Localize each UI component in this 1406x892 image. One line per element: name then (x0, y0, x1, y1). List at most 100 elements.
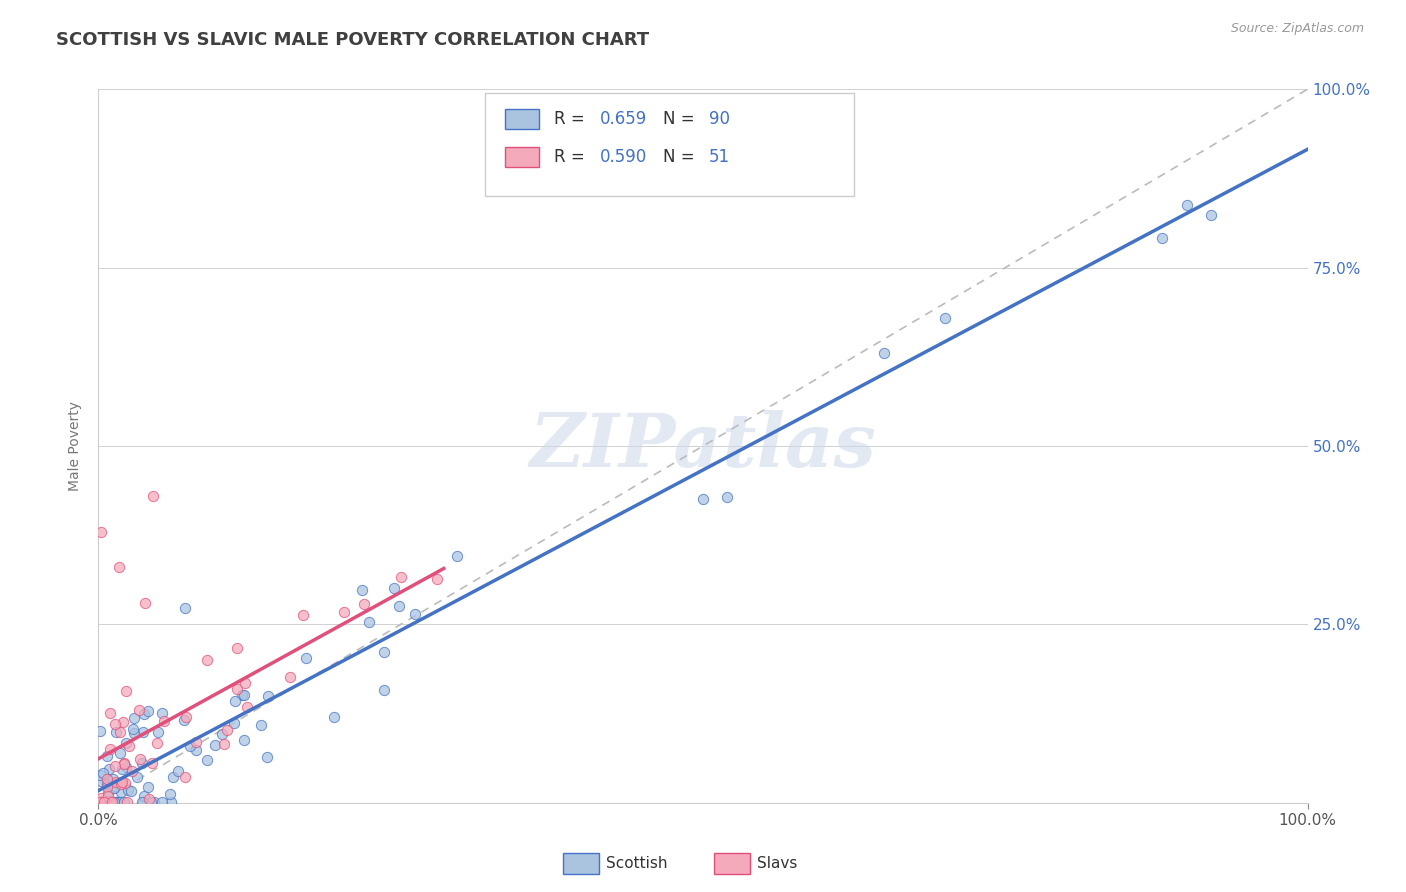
Point (217, 723, 239, 737)
Point (96, 772, 118, 786)
Point (373, 683, 395, 698)
Point (373, 645, 395, 659)
FancyBboxPatch shape (505, 147, 538, 167)
Point (333, 606, 356, 620)
Point (159, 787, 181, 801)
Point (1152, 231, 1174, 245)
Point (110, 725, 132, 739)
Point (100, 795, 122, 809)
Point (1199, 208, 1222, 222)
FancyBboxPatch shape (505, 109, 538, 129)
Point (150, 795, 173, 809)
Text: 0.590: 0.590 (600, 148, 648, 166)
Point (359, 615, 381, 630)
Point (90, 774, 112, 789)
Point (235, 675, 257, 690)
Point (90, 524, 112, 539)
Point (114, 736, 136, 750)
Point (139, 795, 162, 809)
Point (153, 714, 176, 729)
Point (173, 713, 195, 727)
Point (110, 777, 132, 791)
Point (94, 795, 117, 809)
Point (122, 722, 145, 736)
Point (256, 749, 278, 764)
Point (103, 781, 125, 796)
Point (122, 711, 145, 725)
Point (231, 688, 253, 702)
Point (103, 795, 125, 809)
Point (162, 770, 184, 784)
Point (128, 752, 150, 766)
Point (292, 608, 315, 623)
Point (179, 739, 201, 754)
Point (121, 784, 143, 798)
Point (90, 795, 112, 809)
FancyBboxPatch shape (485, 93, 855, 196)
Point (136, 704, 159, 718)
Point (104, 795, 127, 809)
Point (184, 734, 207, 748)
Point (97, 795, 120, 809)
Point (173, 601, 195, 615)
Point (96, 772, 118, 787)
Point (93, 795, 115, 809)
Text: Slavs: Slavs (758, 856, 797, 871)
Point (90, 795, 112, 809)
Point (105, 795, 128, 809)
Point (111, 762, 134, 776)
Point (90, 795, 112, 809)
Point (110, 785, 132, 799)
Point (350, 583, 373, 598)
Point (322, 710, 344, 724)
Point (90, 791, 112, 805)
Point (233, 733, 256, 747)
Point (388, 599, 411, 613)
Text: Source: ZipAtlas.com: Source: ZipAtlas.com (1230, 22, 1364, 36)
Text: N =: N = (664, 148, 700, 166)
Point (118, 739, 141, 753)
Point (382, 581, 405, 595)
Point (91, 766, 114, 780)
Point (96, 780, 118, 794)
Point (98, 762, 121, 776)
Point (104, 780, 127, 794)
Point (90, 795, 112, 809)
Text: ZIPatlas: ZIPatlas (530, 409, 876, 483)
Point (136, 780, 159, 794)
Point (142, 489, 165, 503)
Point (89, 795, 111, 809)
Point (98, 706, 121, 721)
Point (174, 709, 197, 723)
Point (131, 795, 153, 809)
Point (93, 795, 115, 809)
Text: 51: 51 (709, 148, 730, 166)
Point (873, 346, 896, 360)
Point (110, 746, 132, 760)
Point (104, 725, 127, 739)
Point (146, 724, 169, 739)
Point (257, 689, 280, 703)
Text: 90: 90 (709, 111, 730, 128)
Point (112, 757, 135, 772)
Point (124, 726, 146, 740)
Point (89, 724, 111, 739)
Point (692, 492, 714, 507)
Point (98, 795, 121, 809)
Point (96, 748, 118, 763)
Text: Scottish: Scottish (606, 856, 668, 871)
Point (167, 764, 190, 779)
Point (114, 795, 136, 809)
Text: SCOTTISH VS SLAVIC MALE POVERTY CORRELATION CHART: SCOTTISH VS SLAVIC MALE POVERTY CORRELAT… (56, 31, 650, 49)
Point (128, 703, 150, 717)
Point (104, 717, 127, 731)
Point (278, 670, 301, 684)
Point (104, 775, 127, 789)
Point (204, 738, 226, 752)
Text: R =: R = (554, 148, 591, 166)
Point (134, 596, 156, 610)
Point (195, 653, 218, 667)
Point (353, 597, 375, 611)
Point (934, 310, 956, 325)
Point (97, 795, 120, 809)
